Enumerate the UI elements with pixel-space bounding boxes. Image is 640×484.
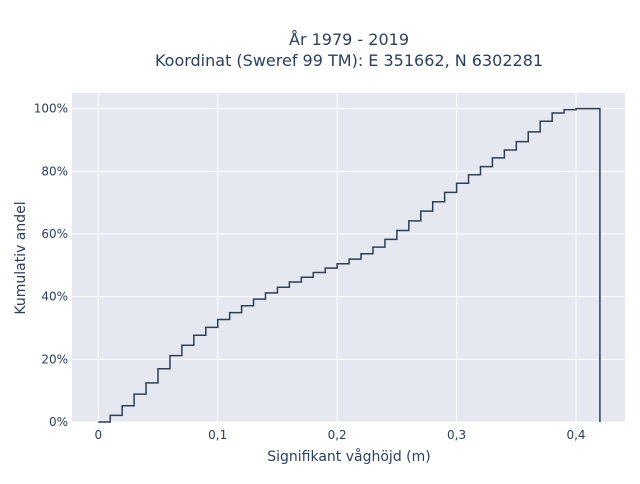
x-tick-label: 0,1 [208, 428, 227, 442]
y-tick-label: 80% [41, 164, 68, 178]
grid-lines [72, 93, 625, 423]
y-tick-label: 20% [41, 352, 68, 366]
x-tick-label: 0,3 [447, 428, 466, 442]
y-tick-label: 60% [41, 227, 68, 241]
y-axis-title: Kumulativ andel [13, 201, 29, 314]
x-tick-label: 0 [94, 428, 102, 442]
y-tick-label: 40% [41, 290, 68, 304]
tick-labels: 0 0,1 0,2 0,3 0,4 0% 20% 40% 60% 80% 100% [34, 102, 586, 442]
x-axis-title: Signifikant våghöjd (m) [267, 448, 430, 465]
chart-title-line-1: År 1979 - 2019 [289, 30, 409, 49]
x-tick-label: 0,2 [328, 428, 347, 442]
plot-background [72, 93, 625, 422]
chart-title-line-2: Koordinat (Sweref 99 TM): E 351662, N 63… [155, 51, 543, 70]
series-line-0 [98, 107, 601, 423]
x-tick-label: 0,4 [566, 428, 585, 442]
y-tick-label: 100% [34, 102, 68, 116]
series-layer [98, 107, 601, 423]
y-tick-label: 0% [49, 415, 68, 429]
